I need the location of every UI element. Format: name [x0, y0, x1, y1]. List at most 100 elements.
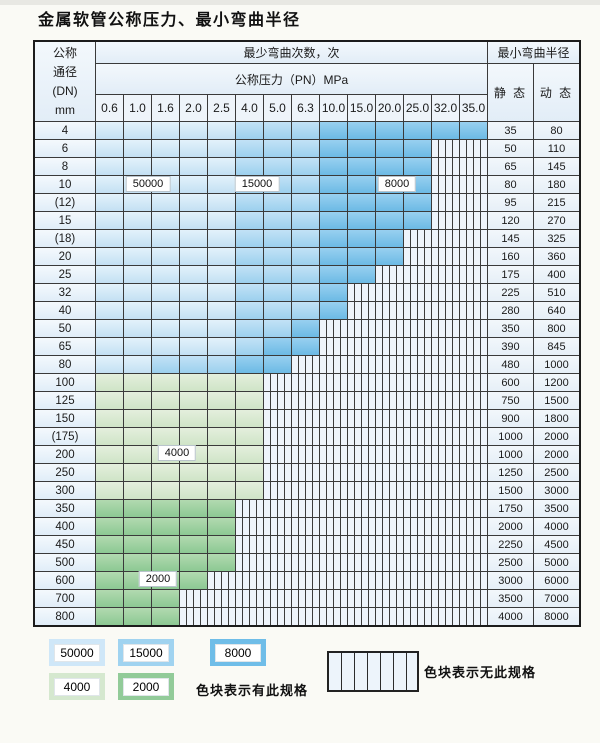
- dn-column-header: 公称 通径 (DN) mm: [35, 42, 95, 121]
- cycle-cell: [96, 266, 123, 283]
- cycle-cell: [152, 320, 179, 337]
- cycle-cell: [348, 356, 375, 373]
- cycle-cell: [320, 536, 347, 553]
- static-radius-cell: 2500: [488, 554, 533, 571]
- cycle-cell: [236, 374, 263, 391]
- cycle-cell: [180, 392, 207, 409]
- cycle-cell: [432, 302, 459, 319]
- pressure-tick: 2.5: [208, 95, 235, 121]
- cycle-cell: [152, 428, 179, 445]
- static-radius-cell: 280: [488, 302, 533, 319]
- cycle-cell: [376, 428, 403, 445]
- cycle-cell: [264, 572, 291, 589]
- cycle-cell: [376, 248, 403, 265]
- cycle-cell: [180, 284, 207, 301]
- cycle-cell: [96, 464, 123, 481]
- cycle-cell: [292, 320, 319, 337]
- cycle-cell: [432, 122, 459, 139]
- cycle-cell: [460, 176, 487, 193]
- cycle-cell: [264, 122, 291, 139]
- cycle-cell: [264, 158, 291, 175]
- static-radius-cell: 600: [488, 374, 533, 391]
- cycle-cell: [208, 302, 235, 319]
- cycle-cell: [432, 230, 459, 247]
- cycle-cell: [124, 212, 151, 229]
- cycle-cell: [404, 194, 431, 211]
- cycle-cell: [404, 338, 431, 355]
- cycle-cell: [320, 212, 347, 229]
- cycle-cell: [264, 248, 291, 265]
- dn-cell: 32: [35, 284, 95, 301]
- cycle-cell: [236, 248, 263, 265]
- cycle-cell: [404, 554, 431, 571]
- cycle-cell: [96, 284, 123, 301]
- cycle-cell: [404, 410, 431, 427]
- cycle-cell: [180, 320, 207, 337]
- cycle-cell: [96, 428, 123, 445]
- dn-cell: 10: [35, 176, 95, 193]
- cycle-cell: [236, 284, 263, 301]
- cycle-cell: [236, 122, 263, 139]
- legend-swatch-label: 2000: [123, 677, 169, 696]
- cycle-cell: [320, 590, 347, 607]
- dn-cell: (175): [35, 428, 95, 445]
- cycle-cell: [376, 572, 403, 589]
- dynamic-radius-cell: 800: [534, 320, 579, 337]
- cycle-cell: [264, 464, 291, 481]
- cycle-cell: [348, 266, 375, 283]
- dn-cell: 8: [35, 158, 95, 175]
- cycle-cell: [320, 230, 347, 247]
- cycle-cell: [124, 500, 151, 517]
- dynamic-radius-cell: 3500: [534, 500, 579, 517]
- cycle-cell: [152, 194, 179, 211]
- cycle-cell: [460, 356, 487, 373]
- cycle-cell: [264, 482, 291, 499]
- cycle-cell: [460, 212, 487, 229]
- cycle-cell: [404, 248, 431, 265]
- cycle-cell: [208, 500, 235, 517]
- cycle-cell: [404, 572, 431, 589]
- cycle-cell: [320, 284, 347, 301]
- cycle-cell: [236, 446, 263, 463]
- cycle-cell: [320, 320, 347, 337]
- cycle-cell: [96, 500, 123, 517]
- cycle-cell: [152, 302, 179, 319]
- cycle-cell: [208, 482, 235, 499]
- cycle-cell: [404, 392, 431, 409]
- cycle-cell: [404, 482, 431, 499]
- cycle-cell: [292, 428, 319, 445]
- cycle-cell: [264, 554, 291, 571]
- dynamic-radius-cell: 1200: [534, 374, 579, 391]
- pressure-tick: 35.0: [460, 95, 487, 121]
- cycle-cell: [348, 230, 375, 247]
- static-radius-cell: 3500: [488, 590, 533, 607]
- cycle-cell: [320, 140, 347, 157]
- cycle-cell: [404, 122, 431, 139]
- cycle-cell: [180, 518, 207, 535]
- cycle-cell: [96, 158, 123, 175]
- cycle-cell: [152, 140, 179, 157]
- cycle-cell: [208, 536, 235, 553]
- dynamic-radius-cell: 4500: [534, 536, 579, 553]
- cycle-cell: [96, 608, 123, 625]
- cycle-cell: [460, 266, 487, 283]
- cycle-cell: [432, 554, 459, 571]
- cycle-cell: [96, 446, 123, 463]
- cycle-cell: [292, 482, 319, 499]
- cycle-cell: [236, 410, 263, 427]
- cycle-cell: [348, 212, 375, 229]
- cycle-cell: [320, 266, 347, 283]
- dynamic-radius-cell: 2000: [534, 446, 579, 463]
- cycle-cell: [96, 338, 123, 355]
- cycle-cell: [152, 158, 179, 175]
- cycle-cell: [96, 176, 123, 193]
- dynamic-radius-cell: 8000: [534, 608, 579, 625]
- cycle-cell: [264, 410, 291, 427]
- cycle-cell: [376, 374, 403, 391]
- cycle-cell: [320, 248, 347, 265]
- cycle-cell: [376, 338, 403, 355]
- cycle-cell: [348, 590, 375, 607]
- cycle-cell: [124, 302, 151, 319]
- cycle-cell: [292, 284, 319, 301]
- cycle-cell: [264, 266, 291, 283]
